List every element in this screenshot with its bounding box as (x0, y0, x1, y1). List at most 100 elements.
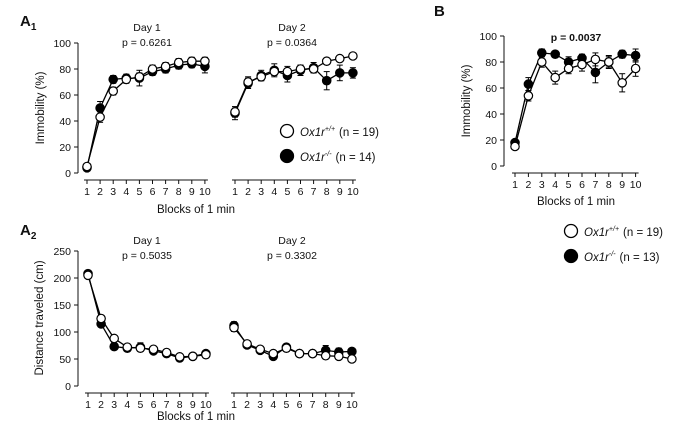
b-series-ko-point (630, 50, 641, 61)
a2-x-tick-label: 1 (231, 399, 237, 411)
a2-series-wt-point (268, 348, 279, 359)
a2-x-tick-label: 5 (283, 399, 289, 411)
legend-a: Ox1r+/+ (n = 19) Ox1r-/- (n = 14) (279, 123, 379, 164)
b-x-tick-label: 3 (539, 179, 545, 191)
a2-series-wt-point (229, 322, 239, 333)
b-x-tick-label: 6 (579, 179, 585, 191)
chart-a1-immobility: 0 20 40 60 80 100 Immobility (%) Blocks of 1 mi… (35, 22, 359, 216)
a1-series-wt-line (86, 60, 205, 167)
a1-series-ko-line (234, 66, 353, 114)
a1-x-tick-label: 6 (150, 186, 156, 198)
a2-series-ko-line (87, 273, 207, 359)
a2-y-tick-label: 150 (53, 300, 71, 312)
a1-series-wt-point (187, 56, 197, 66)
b-y-tick-label: 100 (479, 31, 497, 43)
a1-day-label-2: Day 2 (278, 22, 306, 34)
a1-y-tick-label: 40 (59, 116, 71, 128)
a1-series-wt-point (269, 66, 280, 77)
a1-x-tick-label: 10 (199, 186, 211, 198)
a1-x-tick-label: 3 (258, 186, 264, 198)
a1-series-ko-point (348, 68, 358, 78)
legend-open-circle-marker (279, 123, 295, 139)
legend-filled-circle-marker (563, 248, 579, 264)
a1-x-tick-label: 8 (176, 186, 182, 198)
a2-y-tick-label: 200 (53, 273, 71, 285)
a1-y-tick-label: 100 (53, 38, 71, 50)
a2-series-wt-line (233, 327, 353, 360)
a2-series-ko-point (109, 341, 119, 352)
a1-x-tick-label: 4 (123, 186, 129, 198)
a1-y-tick-label: 60 (59, 90, 71, 102)
b-y-axis-label: Immobility (%) (461, 64, 473, 137)
a2-x-tick-label: 3 (111, 399, 117, 411)
a1-p-value-1: p = 0.6261 (122, 37, 172, 49)
a1-series-wt-point (295, 64, 306, 74)
b-x-tick-label: 2 (525, 179, 531, 191)
b-p-value-1: p = 0.0037 (551, 32, 602, 44)
b-y-tick-label: 80 (485, 57, 497, 69)
b-y-tick-label: 40 (485, 109, 497, 121)
a1-x-tick-label: 7 (163, 186, 169, 198)
a2-series-wt-point (96, 313, 106, 324)
a2-x-tick-label: 7 (164, 399, 170, 411)
a1-series-wt-point (348, 51, 358, 61)
a2-x-tick-label: 10 (346, 399, 358, 411)
legend-b-wt-label: Ox1r+/+ (n = 19) (584, 226, 663, 239)
a1-series-wt-point (256, 72, 266, 82)
b-series-wt-point (536, 57, 547, 67)
legend-a-wt: Ox1r+/+ (n = 19) (279, 123, 379, 139)
a2-y-tick-label: 250 (53, 246, 71, 258)
a2-y-tick-label: 100 (53, 327, 71, 339)
a1-series-wt-point (95, 112, 105, 122)
a1-x-axis-label: Blocks of 1 min (157, 204, 235, 216)
legend-filled-circle-marker (279, 148, 295, 164)
legend-b-ko-label: Ox1r-/- (n = 13) (584, 251, 660, 264)
panel-letter-a1: A1 (20, 13, 37, 33)
a2-x-tick-label: 3 (257, 399, 263, 411)
a1-series-wt-point (134, 72, 145, 82)
a1-series-wt-point (243, 77, 253, 87)
a1-x-tick-label: 10 (347, 186, 359, 198)
a1-series-wt-line (234, 55, 354, 113)
a2-x-axis-label: Blocks of 1 min (157, 411, 235, 423)
b-series-wt-line (514, 58, 637, 147)
a1-x-tick-label: 4 (271, 186, 277, 198)
a2-x-tick-label: 6 (151, 399, 157, 411)
a2-series-wt-point (174, 352, 185, 362)
a2-p-value-2: p = 0.3302 (267, 250, 317, 262)
a1-series-wt-point (82, 161, 92, 172)
legend-a-ko-label: Ox1r-/- (n = 14) (300, 151, 376, 164)
a1-y-axis-label: Immobility (%) (35, 71, 47, 144)
a2-x-tick-label: 4 (124, 399, 130, 411)
b-series-wt-point (510, 141, 520, 152)
a1-series-wt-point (160, 61, 171, 72)
a1-x-tick-label: 8 (324, 186, 330, 198)
a1-series-wt-point (108, 86, 118, 96)
a2-series-wt-point (320, 350, 331, 361)
b-series-wt-point (630, 63, 641, 74)
b-series-wt-point (603, 57, 614, 67)
a1-y-tick-label: 80 (59, 64, 71, 76)
b-series-ko-line (514, 52, 636, 143)
a2-y-tick-label: 0 (65, 381, 71, 393)
b-x-tick-label: 4 (552, 179, 558, 191)
a2-series-wt-point (294, 348, 305, 359)
a2-series-wt-point (201, 349, 211, 360)
a2-series-wt-point (307, 348, 318, 359)
b-series-ko-point (550, 49, 560, 59)
panel-letter-b: B (434, 3, 445, 20)
chart-b-immobility: 0 20 40 60 80 100 Immobility (%) Blocks of 1 mi… (461, 31, 642, 208)
a1-series-wt-point (282, 66, 293, 77)
b-x-axis-label: Blocks of 1 min (537, 196, 615, 208)
a1-series-wt-point (200, 56, 210, 66)
a2-x-tick-label: 8 (323, 399, 329, 411)
b-x-tick-label: 8 (606, 179, 612, 191)
a2-series-wt-point (188, 351, 198, 362)
legend-b-ko: Ox1r-/- (n = 13) (563, 248, 660, 264)
a2-series-wt-point (281, 343, 292, 353)
a1-x-tick-label: 2 (245, 186, 251, 198)
a2-series-wt-line (87, 275, 206, 358)
a2-y-axis-label: Distance traveled (cm) (34, 260, 46, 375)
a1-series-wt-point (321, 56, 332, 66)
